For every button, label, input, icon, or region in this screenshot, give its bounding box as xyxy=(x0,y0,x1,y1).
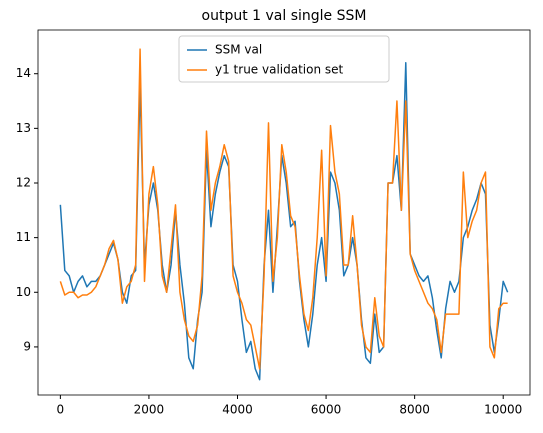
x-tick-label: 0 xyxy=(57,403,65,417)
y-tick-label: 13 xyxy=(16,121,31,135)
x-tick-label: 10000 xyxy=(484,403,522,417)
series-line xyxy=(59,62,509,381)
legend-label: SSM val xyxy=(215,43,262,57)
x-tick-label: 4000 xyxy=(222,403,253,417)
x-tick-label: 8000 xyxy=(399,403,430,417)
chart-title: output 1 val single SSM xyxy=(202,8,367,24)
y-tick-label: 12 xyxy=(16,175,31,189)
y-tick-label: 14 xyxy=(16,66,31,80)
legend-box xyxy=(178,35,390,83)
x-tick-label: 6000 xyxy=(311,403,342,417)
y-tick-label: 9 xyxy=(23,339,31,353)
legend-label: y1 true validation set xyxy=(215,63,344,77)
y-tick-label: 10 xyxy=(16,285,31,299)
axes-frame xyxy=(37,29,531,396)
x-tick-label: 2000 xyxy=(134,403,165,417)
y-tick-label: 11 xyxy=(16,230,31,244)
series-line xyxy=(59,48,508,370)
